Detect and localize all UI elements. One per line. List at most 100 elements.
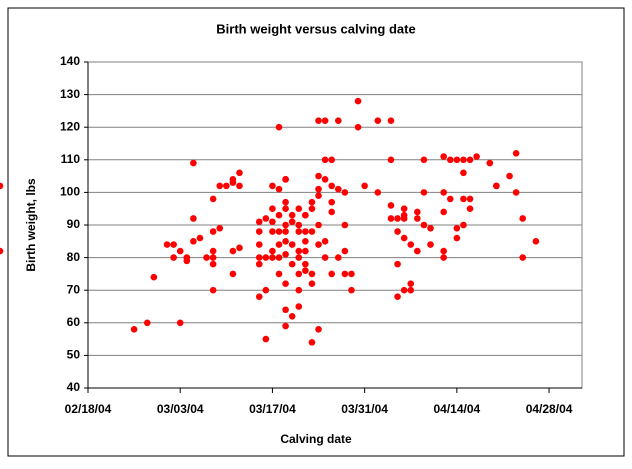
point	[275, 254, 283, 261]
point	[374, 117, 382, 124]
point	[170, 254, 177, 261]
point	[453, 156, 461, 164]
point	[295, 286, 303, 294]
point	[394, 293, 401, 301]
x-tick-label: 03/31/04	[341, 402, 388, 416]
point	[196, 234, 204, 242]
point	[288, 260, 296, 268]
point	[328, 182, 336, 190]
point	[334, 185, 342, 193]
point	[453, 224, 461, 232]
point	[262, 254, 270, 261]
point	[190, 159, 197, 167]
point	[440, 208, 447, 216]
point	[308, 198, 316, 206]
point	[407, 286, 415, 294]
point	[275, 211, 283, 219]
y-tick-label: 130	[60, 87, 80, 101]
point	[361, 182, 368, 190]
point	[190, 215, 197, 222]
point	[328, 198, 336, 206]
point	[308, 339, 316, 346]
point	[0, 182, 4, 190]
point	[282, 228, 289, 235]
point	[519, 254, 527, 261]
point	[440, 153, 447, 160]
point	[0, 247, 4, 255]
point	[275, 241, 283, 248]
x-tick-label: 04/14/04	[433, 402, 480, 416]
y-tick-label: 50	[67, 348, 81, 362]
point	[400, 205, 408, 212]
point	[374, 189, 382, 196]
point	[236, 182, 243, 190]
point	[229, 176, 237, 183]
point	[420, 189, 428, 196]
point	[341, 189, 349, 196]
point	[315, 117, 322, 124]
point	[262, 335, 270, 343]
point	[407, 280, 415, 287]
point	[466, 205, 474, 212]
point	[229, 270, 237, 278]
point	[216, 224, 224, 232]
y-axis-title: Birth weight, lbs	[24, 178, 38, 272]
point	[453, 234, 461, 242]
point	[275, 185, 283, 193]
point	[328, 208, 336, 216]
point	[506, 172, 513, 180]
point	[209, 286, 217, 294]
point	[321, 117, 329, 124]
point	[400, 234, 408, 242]
point	[255, 293, 263, 301]
point	[446, 195, 454, 203]
point	[400, 211, 408, 219]
point	[315, 192, 322, 199]
point	[414, 215, 421, 222]
point	[348, 286, 355, 294]
point	[282, 176, 289, 183]
point	[275, 123, 283, 131]
point	[170, 241, 177, 248]
point	[150, 273, 158, 281]
point	[407, 241, 415, 248]
point	[466, 195, 474, 203]
point	[302, 228, 309, 235]
point	[440, 247, 447, 255]
point	[229, 247, 237, 255]
point	[216, 182, 224, 190]
point	[532, 238, 540, 245]
y-tick-label: 40	[67, 380, 81, 394]
point	[275, 270, 283, 278]
point	[348, 270, 355, 278]
point	[203, 254, 210, 261]
point	[275, 228, 283, 235]
x-tick-label: 03/03/04	[157, 402, 204, 416]
point	[315, 241, 322, 248]
y-tick-label: 100	[60, 185, 80, 199]
point	[400, 286, 408, 294]
point	[143, 319, 151, 327]
point	[394, 260, 401, 268]
point	[183, 257, 191, 265]
point	[130, 326, 138, 333]
point	[282, 280, 289, 287]
point	[295, 205, 303, 212]
point	[282, 322, 289, 330]
point	[269, 254, 276, 261]
point	[512, 189, 520, 196]
point	[420, 156, 428, 164]
point	[295, 254, 303, 261]
point	[315, 185, 322, 193]
point	[223, 182, 230, 190]
point	[255, 218, 263, 226]
point	[440, 189, 447, 196]
point	[387, 117, 395, 124]
point	[321, 238, 329, 245]
point	[512, 149, 520, 157]
point	[328, 270, 336, 278]
point	[387, 202, 395, 209]
point	[308, 205, 316, 212]
y-tick-label: 90	[67, 217, 81, 231]
